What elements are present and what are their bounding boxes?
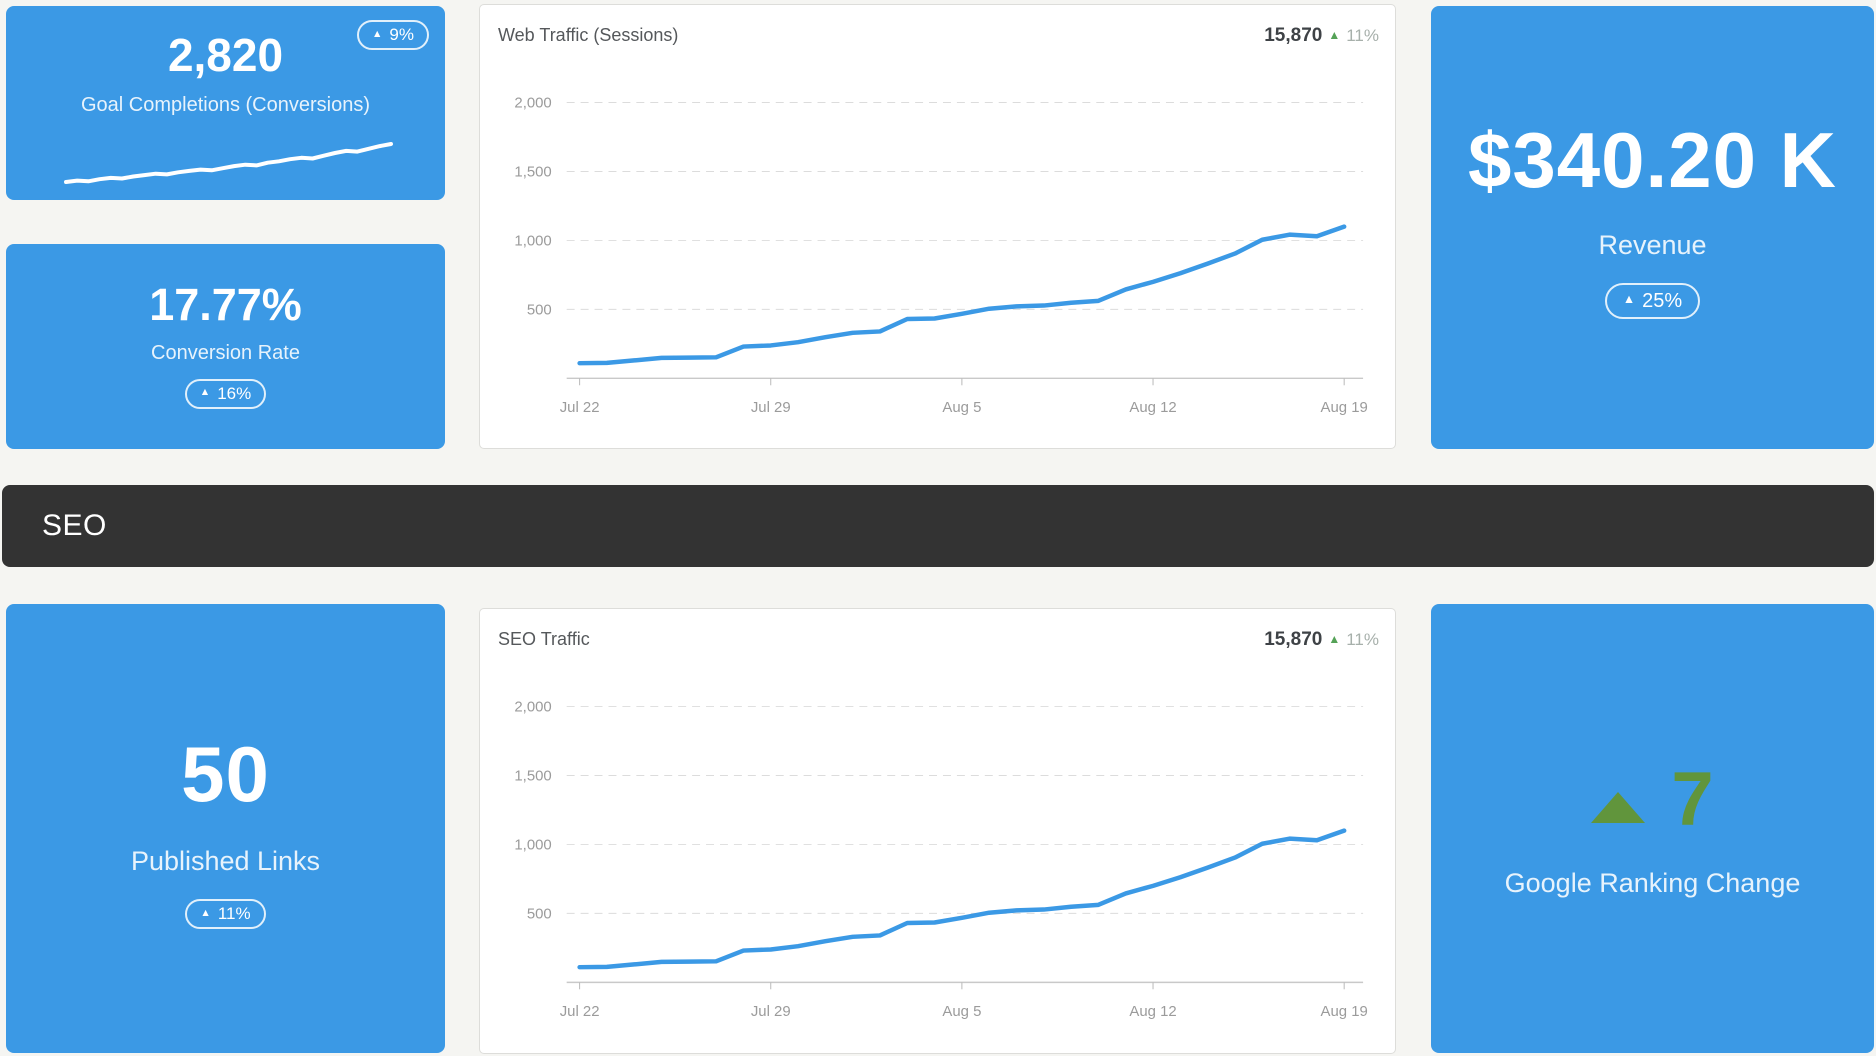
svg-text:Aug 12: Aug 12: [1129, 399, 1176, 416]
seo-traffic-total: 15,870 ▲ 11%: [1264, 629, 1379, 651]
revenue-label: Revenue: [1598, 229, 1707, 260]
svg-text:1,000: 1,000: [514, 232, 551, 249]
published-links-value: 50: [181, 730, 270, 818]
revenue-card: $340.20 K Revenue ▲ 25%: [1431, 6, 1874, 449]
up-arrow-icon: ▲: [1328, 28, 1341, 42]
up-arrow-icon: ▲: [371, 27, 383, 40]
svg-text:Jul 22: Jul 22: [560, 399, 600, 416]
seo-traffic-total-value: 15,870: [1264, 629, 1323, 650]
svg-text:Aug 5: Aug 5: [942, 1003, 981, 1020]
up-arrow-icon: ▲: [1328, 632, 1341, 646]
svg-text:2,000: 2,000: [514, 699, 551, 716]
goal-completions-card: ▲ 9% 2,820 Goal Completions (Conversions…: [6, 6, 445, 200]
svg-text:1,500: 1,500: [514, 767, 551, 784]
up-arrow-icon: ▲: [199, 386, 211, 399]
ranking-value: 7: [1671, 757, 1714, 842]
up-arrow-icon: [1591, 791, 1646, 823]
ranking-value-row: 7: [1431, 762, 1874, 838]
web-traffic-chart-card: Web Traffic (Sessions) 15,870 ▲ 11% 500 1…: [479, 4, 1396, 449]
conversion-rate-label: Conversion Rate: [151, 341, 300, 364]
up-arrow-icon: ▲: [1622, 292, 1636, 307]
revenue-value: $340.20 K: [1468, 116, 1837, 204]
web-traffic-total: 15,870 ▲ 11%: [1264, 25, 1379, 47]
goal-completions-label: Goal Completions (Conversions): [80, 93, 370, 116]
svg-text:Aug 5: Aug 5: [942, 399, 981, 416]
up-arrow-icon: ▲: [200, 906, 211, 919]
web-traffic-delta: 11%: [1346, 26, 1379, 45]
web-traffic-title: Web Traffic (Sessions): [498, 25, 679, 45]
svg-text:500: 500: [527, 301, 552, 318]
svg-text:500: 500: [527, 905, 552, 922]
svg-text:1,000: 1,000: [514, 836, 551, 853]
seo-traffic-chart-card: SEO Traffic 15,870 ▲ 11% 500 1,000 1,500 2,…: [479, 608, 1396, 1054]
conversion-rate-card: 17.77% Conversion Rate ▲ 16%: [6, 244, 445, 449]
goal-delta-badge: ▲ 9%: [356, 20, 429, 51]
web-traffic-total-value: 15,870: [1264, 25, 1323, 46]
svg-text:1,500: 1,500: [514, 163, 551, 180]
published-links-label: Published Links: [130, 845, 321, 876]
goal-completions-value: 2,820: [167, 29, 284, 81]
web-traffic-line-chart[interactable]: 500 1,000 1,500 2,000 Jul 22 Jul 29 Aug 5 Aug 1…: [480, 5, 1395, 448]
seo-traffic-delta: 11%: [1346, 630, 1379, 649]
svg-text:Aug 19: Aug 19: [1321, 399, 1368, 416]
conversion-delta-value: 16%: [217, 383, 252, 403]
published-links-delta-value: 11%: [217, 903, 251, 923]
svg-text:Jul 29: Jul 29: [751, 399, 791, 416]
web-traffic-header: Web Traffic (Sessions) 15,870 ▲ 11%: [498, 25, 1379, 47]
svg-text:Aug 12: Aug 12: [1129, 1003, 1176, 1020]
seo-section-title: SEO: [42, 509, 107, 542]
ranking-label: Google Ranking Change: [1504, 868, 1801, 898]
seo-section-bar: SEO: [2, 485, 1874, 567]
svg-text:Jul 22: Jul 22: [560, 1003, 600, 1020]
svg-text:Aug 19: Aug 19: [1321, 1003, 1368, 1020]
conversion-rate-value: 17.77%: [149, 279, 302, 330]
goal-sparkline-chart: [64, 142, 393, 184]
conversion-delta-badge: ▲ 16%: [184, 378, 267, 409]
seo-traffic-line-chart[interactable]: 500 1,000 1,500 2,000 Jul 22 Jul 29 Aug 5 Aug 1…: [480, 609, 1395, 1053]
revenue-delta-badge: ▲ 25%: [1604, 282, 1701, 319]
seo-traffic-title: SEO Traffic: [498, 629, 590, 649]
svg-text:2,000: 2,000: [514, 95, 551, 112]
seo-traffic-header: SEO Traffic 15,870 ▲ 11%: [498, 629, 1379, 651]
goal-delta-value: 9%: [389, 25, 414, 44]
published-links-delta-badge: ▲ 11%: [185, 898, 266, 930]
google-ranking-card: 7 Google Ranking Change: [1431, 604, 1874, 1053]
revenue-delta-value: 25%: [1642, 289, 1683, 312]
svg-text:Jul 29: Jul 29: [751, 1003, 791, 1020]
published-links-card: 50 Published Links ▲ 11%: [6, 604, 445, 1053]
